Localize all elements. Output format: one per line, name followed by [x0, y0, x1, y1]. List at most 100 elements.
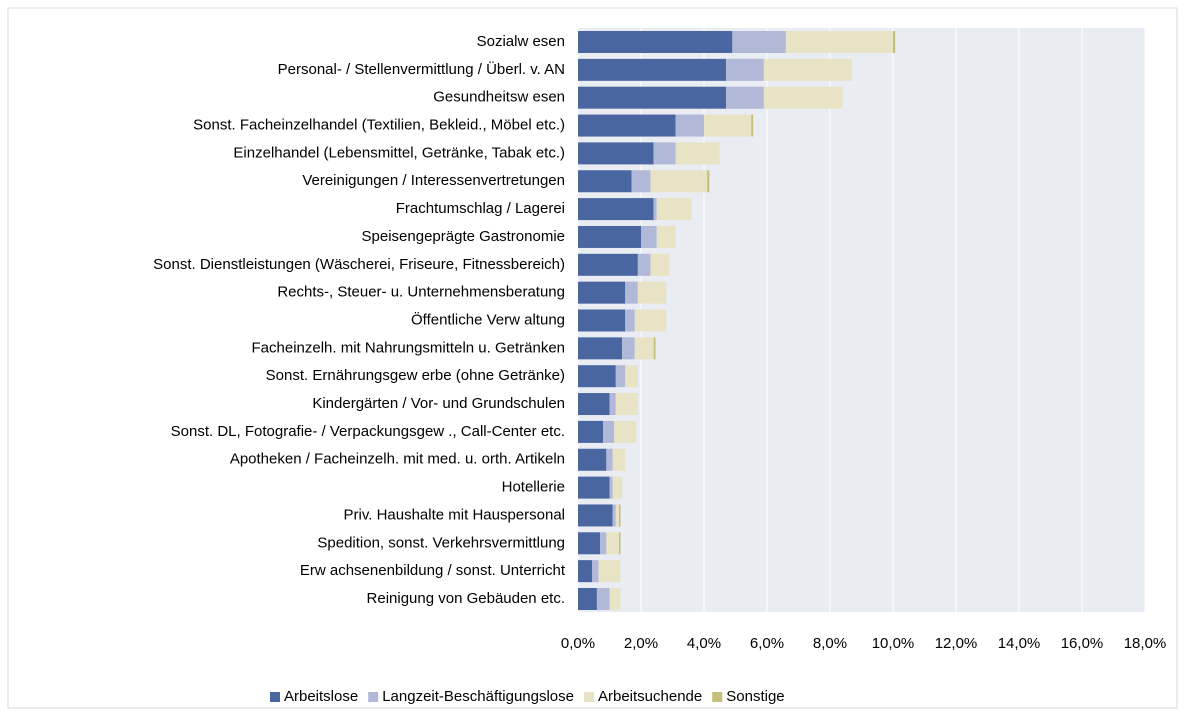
- bar-segment: [578, 225, 641, 248]
- bar-segment: [578, 198, 654, 221]
- y-tick-label: Reinigung von Gebäuden etc.: [367, 590, 565, 607]
- bar-segment: [578, 560, 593, 583]
- legend-swatch: [368, 692, 379, 702]
- bar-segment: [732, 31, 786, 53]
- x-tick-label: 16,0%: [1061, 635, 1104, 652]
- bar-segment: [653, 142, 676, 165]
- bar-segment: [609, 476, 613, 499]
- bar-segment: [618, 532, 621, 555]
- y-tick-label: Speisengeprägte Gastronomie: [362, 228, 565, 245]
- bar-segment: [606, 448, 613, 471]
- bar-segment: [578, 476, 610, 499]
- bar-segment: [675, 114, 704, 137]
- bar-segment: [578, 588, 597, 610]
- x-tick-label: 8,0%: [813, 635, 847, 652]
- bar-segment: [578, 31, 733, 53]
- bar-segment: [763, 58, 853, 81]
- x-tick-label: 10,0%: [872, 635, 915, 652]
- bar-segment: [578, 86, 727, 109]
- bar-segment: [625, 365, 638, 388]
- y-tick-label: Facheinzelh. mit Nahrungsmitteln u. Getr…: [252, 339, 565, 356]
- legend-swatch: [712, 692, 723, 702]
- bar-segment: [625, 309, 635, 332]
- bar-segment: [606, 532, 619, 555]
- bar-segment: [578, 170, 632, 193]
- y-tick-label: Erw achsenenbildung / sonst. Unterricht: [300, 562, 566, 579]
- x-tick-label: 12,0%: [935, 635, 978, 652]
- bar-segment: [615, 365, 626, 388]
- bar-segment: [578, 281, 626, 304]
- x-tick-label: 14,0%: [998, 635, 1041, 652]
- bar-segment: [609, 393, 616, 416]
- bar-segment: [578, 448, 607, 471]
- bar-segment: [578, 114, 676, 137]
- x-tick-label: 2,0%: [624, 635, 658, 652]
- y-tick-label: Sonst. Ernährungsgew erbe (ohne Getränke…: [266, 367, 565, 384]
- bar-segment: [603, 420, 615, 443]
- bar-segment: [650, 170, 708, 193]
- bar-segment: [578, 365, 616, 388]
- bar-segment: [600, 532, 607, 555]
- bar-segment: [650, 253, 670, 276]
- bar-segment: [653, 198, 657, 221]
- bar-segment: [612, 504, 616, 527]
- y-tick-label: Vereinigungen / Interessenvertretungen: [302, 172, 565, 189]
- y-tick-label: Sonst. DL, Fotografie- / Verpackungsgew …: [171, 423, 565, 440]
- y-tick-label: Sonst. Facheinzelhandel (Textilien, Bekl…: [193, 117, 565, 134]
- legend-label: Arbeitslose: [284, 688, 358, 705]
- y-tick-label: Gesundheitsw esen: [433, 89, 565, 106]
- bar-segment: [704, 114, 752, 137]
- bar-segment: [751, 114, 754, 137]
- bar-segment: [763, 86, 843, 109]
- bar-segment: [726, 86, 764, 109]
- y-tick-label: Öffentliche Verw altung: [411, 310, 565, 328]
- legend-swatch: [584, 692, 594, 702]
- bar-segment: [598, 560, 621, 583]
- bar-segment: [893, 31, 896, 53]
- bar-segment: [637, 253, 651, 276]
- bar-segment: [614, 420, 637, 443]
- bar-segment: [615, 393, 638, 416]
- bar-segment: [726, 58, 764, 81]
- bar-segment: [675, 142, 720, 165]
- bar-segment: [641, 225, 657, 248]
- bar-segment: [656, 198, 692, 221]
- bar-segment: [653, 337, 656, 360]
- legend-label: Arbeitsuchende: [598, 688, 702, 705]
- bar-segment: [596, 588, 610, 610]
- bar-segment: [609, 588, 621, 610]
- y-tick-label: Einzelhandel (Lebensmittel, Getränke, Ta…: [233, 144, 565, 161]
- bar-segment: [578, 393, 610, 416]
- bar-segment: [578, 309, 626, 332]
- bar-segment: [618, 504, 621, 527]
- bar-segment: [578, 532, 601, 555]
- legend-label: Sonstige: [726, 688, 784, 705]
- bar-segment: [785, 31, 893, 53]
- bar-segment: [634, 337, 654, 360]
- bar-segment: [578, 253, 638, 276]
- y-tick-label: Rechts-, Steuer- u. Unternehmensberatung: [277, 284, 565, 301]
- bar-segment: [612, 448, 626, 471]
- bar-segment: [622, 337, 635, 360]
- y-tick-label: Frachtumschlag / Lagerei: [396, 200, 565, 217]
- bar-segment: [578, 420, 604, 443]
- bar-segment: [615, 504, 619, 527]
- bar-segment: [578, 504, 613, 527]
- bar-segment: [592, 560, 599, 583]
- bar-segment: [578, 58, 727, 81]
- legend-swatch: [270, 692, 280, 702]
- x-tick-label: 18,0%: [1124, 635, 1167, 652]
- bar-segment: [578, 337, 623, 360]
- y-tick-label: Sonst. Dienstleistungen (Wäscherei, Fris…: [153, 256, 565, 273]
- bar-segment: [656, 225, 676, 248]
- bar-segment: [637, 281, 667, 304]
- x-tick-label: 0,0%: [561, 635, 595, 652]
- y-tick-label: Kindergärten / Vor- und Grundschulen: [312, 395, 565, 412]
- y-tick-label: Priv. Haushalte mit Hauspersonal: [344, 506, 565, 523]
- bar-segment: [631, 170, 651, 193]
- bar-segment: [634, 309, 667, 332]
- x-tick-label: 4,0%: [687, 635, 721, 652]
- bar-segment: [578, 142, 654, 165]
- y-tick-label: Apotheken / Facheinzelh. mit med. u. ort…: [230, 451, 565, 468]
